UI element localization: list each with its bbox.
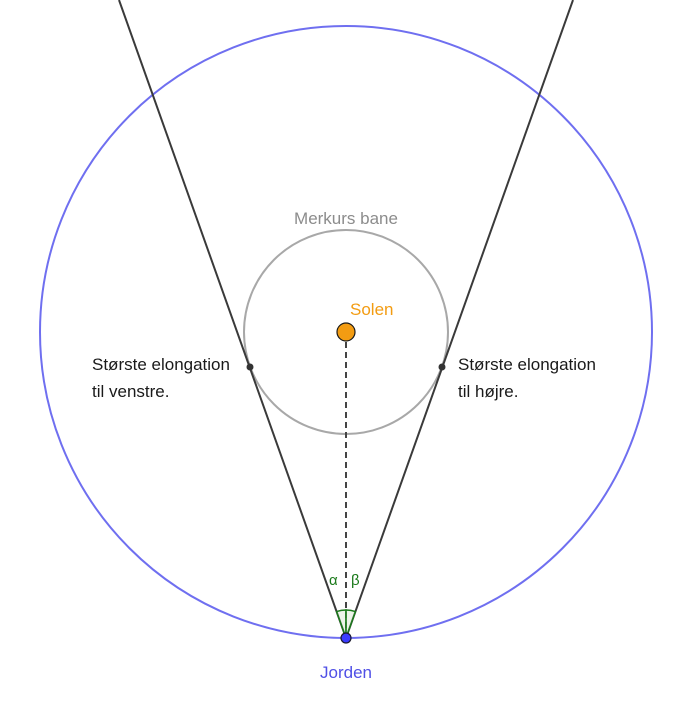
sun-label: Solen xyxy=(350,300,393,319)
left-elongation-point xyxy=(246,363,254,371)
right-sight-line xyxy=(345,0,574,639)
earth-point xyxy=(340,632,352,644)
earth-label: Jorden xyxy=(320,663,372,682)
right-elongation-label-line2: til højre. xyxy=(458,382,518,401)
sun-point xyxy=(336,322,356,342)
left-sight-line xyxy=(118,0,347,639)
left-elongation-label-line2: til venstre. xyxy=(92,382,169,401)
right-elongation-label-line1: Største elongation xyxy=(458,355,596,374)
mercury-orbit-label: Merkurs bane xyxy=(294,209,398,228)
angle-alpha-label: α xyxy=(329,572,338,589)
right-elongation-point xyxy=(438,363,446,371)
left-elongation-label-line1: Største elongation xyxy=(92,355,230,374)
angle-beta-label: β xyxy=(351,572,360,589)
angle-alpha-arc xyxy=(335,609,347,639)
angle-beta-arc xyxy=(345,609,357,639)
